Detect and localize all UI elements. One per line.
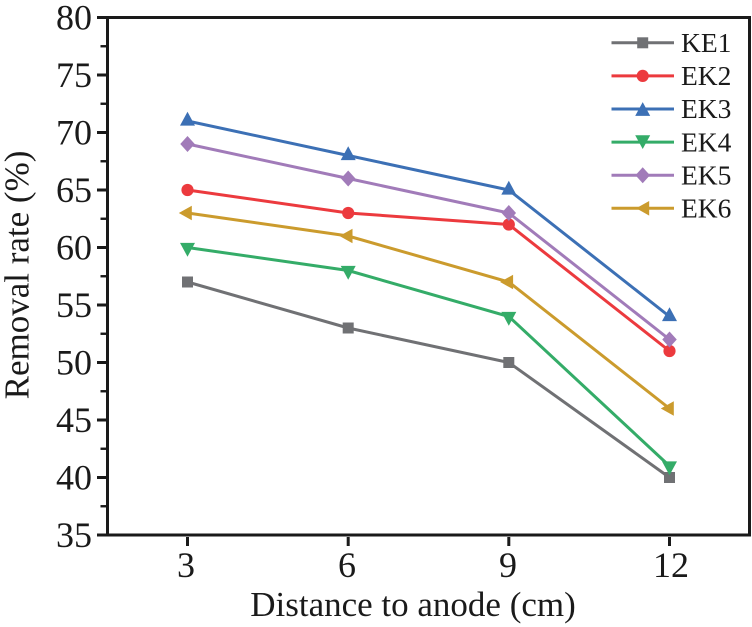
svg-text:60: 60 <box>56 227 92 267</box>
svg-text:55: 55 <box>56 285 92 325</box>
svg-text:75: 75 <box>56 55 92 95</box>
svg-text:EK3: EK3 <box>681 93 731 124</box>
svg-text:KE1: KE1 <box>681 27 731 58</box>
svg-text:35: 35 <box>56 515 92 555</box>
svg-text:70: 70 <box>56 112 92 152</box>
svg-text:Removal rate (%): Removal rate (%) <box>0 151 37 400</box>
svg-text:6: 6 <box>338 545 356 585</box>
svg-text:45: 45 <box>56 400 92 440</box>
svg-text:80: 80 <box>56 0 92 37</box>
svg-text:EK6: EK6 <box>681 193 731 224</box>
svg-text:Distance to anode (cm): Distance to anode (cm) <box>250 585 576 624</box>
svg-text:EK2: EK2 <box>681 60 731 91</box>
svg-text:3: 3 <box>177 545 195 585</box>
svg-text:EK5: EK5 <box>681 159 731 190</box>
svg-text:12: 12 <box>653 545 689 585</box>
svg-text:9: 9 <box>499 545 517 585</box>
svg-text:40: 40 <box>56 457 92 497</box>
svg-text:50: 50 <box>56 342 92 382</box>
svg-text:EK4: EK4 <box>681 126 732 157</box>
svg-text:65: 65 <box>56 170 92 210</box>
